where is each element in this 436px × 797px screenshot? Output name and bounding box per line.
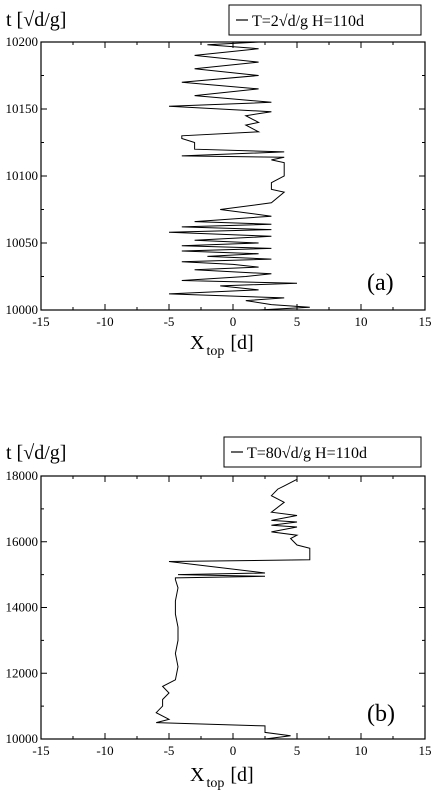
x-axis-label-sub-a: top [206,344,224,359]
y-tick-label: 10050 [6,235,39,250]
y-tick-label: 10100 [6,168,39,183]
ticks-a [40,41,426,311]
x-tick-label: 10 [355,743,368,758]
legend-label-b: T=80√d/g H=110d [247,445,367,462]
x-axis-label-main-b: X [190,764,205,786]
x-axis-label-main-a: X [190,332,205,354]
x-tick-label: 15 [419,743,432,758]
y-tick-label: 18000 [6,468,39,483]
x-tick-label: -15 [32,314,49,329]
legend-box-b [223,436,422,468]
x-tick-label: 5 [294,743,301,758]
y-tick-labels-a: 10000 10050 10100 10150 10200 [6,34,39,317]
y-axis-label-b: t [√d/g] [6,442,66,464]
panel-label-a: (a) [367,270,394,296]
x-tick-label: -10 [96,314,113,329]
x-axis-label-sub-b: top [206,776,224,791]
x-tick-label: 0 [230,743,237,758]
y-tick-label: 10000 [6,302,39,317]
legend-a: T=2√d/g H=110d [228,4,422,36]
y-tick-label: 14000 [6,600,39,615]
series-line-a [168,41,310,311]
ticks-b [40,475,426,740]
x-tick-label: -15 [32,743,49,758]
legend-label-a: T=2√d/g H=110d [252,13,364,30]
x-tick-label: 5 [294,314,301,329]
x-tick-label: 10 [355,314,368,329]
x-tick-label: -5 [164,743,175,758]
panel-label-b: (b) [367,701,395,727]
x-tick-label: 0 [230,314,237,329]
y-tick-label: 16000 [6,534,39,549]
plot-frame-b [40,475,426,740]
y-tick-labels-b: 10000 12000 14000 16000 18000 [6,468,39,746]
legend-b: T=80√d/g H=110d [223,436,422,468]
x-tick-labels-b: -15 -10 -5 0 5 10 15 [32,743,431,758]
legend-box-a [228,4,422,36]
x-axis-label-unit-b: [d] [230,764,253,786]
y-tick-label: 10000 [6,731,39,746]
x-tick-label: 15 [419,314,432,329]
x-tick-label: -10 [96,743,113,758]
y-tick-label: 12000 [6,665,39,680]
x-tick-label: -5 [164,314,175,329]
y-axis-label-a: t [√d/g] [6,9,66,31]
x-tick-labels-a: -15 -10 -5 0 5 10 15 [32,314,431,329]
series-line-b [155,476,311,740]
x-axis-label-unit-a: [d] [230,332,253,354]
y-tick-label: 10150 [6,101,39,116]
y-tick-label: 10200 [6,34,39,49]
